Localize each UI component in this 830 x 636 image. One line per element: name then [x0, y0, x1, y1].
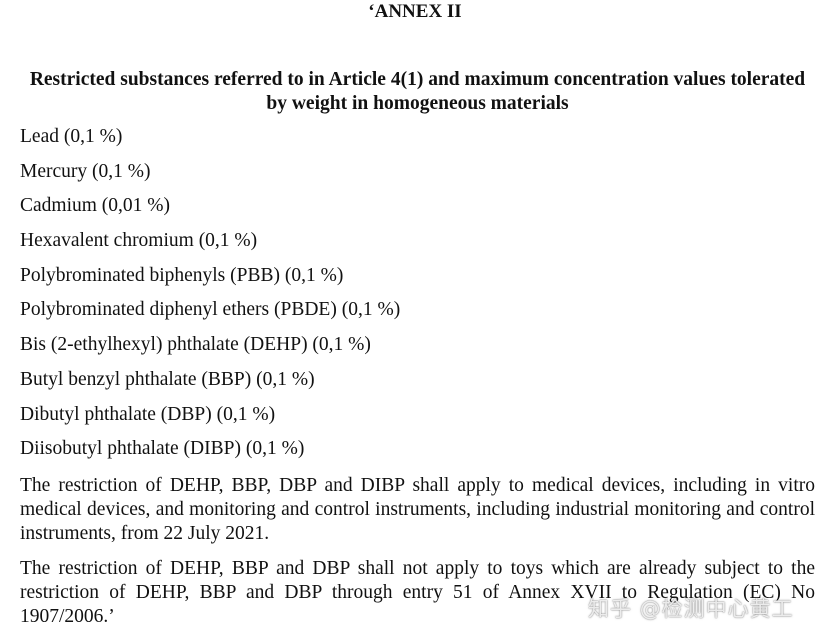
substance-list: Lead (0,1 %) Mercury (0,1 %) Cadmium (0,…: [20, 125, 820, 472]
watermark: 知乎 @检测中心黄工: [588, 597, 794, 621]
list-item: Lead (0,1 %): [20, 126, 123, 147]
list-item: Polybrominated diphenyl ethers (PBDE) (0…: [20, 299, 401, 321]
list-item: Cadmium (0,01 %): [20, 195, 171, 217]
paragraph-medical-devices: The restriction of DEHP, BBP, DBP and DI…: [20, 475, 815, 544]
list-item: Dibutyl phthalate (DBP) (0,1 %): [20, 403, 276, 425]
list-item: Butyl benzyl phthalate (BBP) (0,1 %): [20, 368, 315, 390]
paragraph-toys: The restriction of DEHP, BBP and DBP sha…: [20, 558, 815, 627]
list-item: Hexavalent chromium (0,1 %): [20, 230, 258, 252]
list-item: Bis (2-ethylhexyl) phthalate (DEHP) (0,1…: [20, 334, 371, 356]
annex-heading: Restricted substances referred to in Art…: [29, 69, 806, 114]
list-item: Polybrominated biphenyls (PBB) (0,1 %): [20, 264, 344, 286]
annex-title: ‘ANNEX II: [368, 1, 462, 22]
list-item: Diisobutyl phthalate (DIBP) (0,1 %): [20, 438, 305, 460]
list-item: Mercury (0,1 %): [20, 160, 151, 182]
